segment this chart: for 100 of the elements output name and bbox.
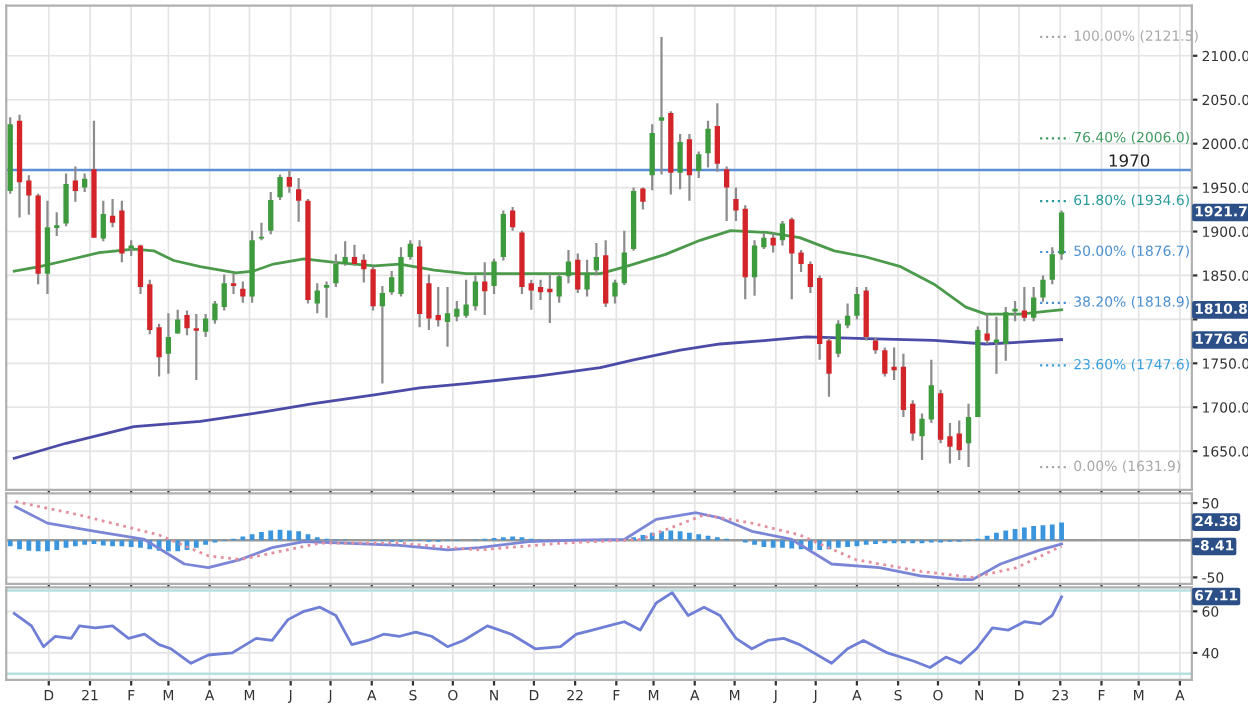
bar [994,532,999,541]
candlestick [54,211,60,238]
bar [817,540,823,550]
ref-line-label: 1970 [1109,154,1150,167]
bar [249,534,255,541]
candlestick [910,399,916,442]
candlestick [723,165,730,223]
candlestick [1049,246,1055,286]
bar [1049,524,1055,541]
bar [138,540,143,548]
bar [687,532,692,541]
bar [128,540,134,547]
bar [677,531,683,541]
candlestick [1040,274,1046,303]
candlestick [956,419,962,462]
candlestick [928,358,934,425]
bar [175,540,181,552]
candlestick [770,232,776,254]
bar [54,540,60,550]
candlestick [277,173,283,201]
bar [26,540,32,551]
bar [761,540,767,547]
candlestick [649,123,655,192]
candlestick [1058,209,1065,261]
bar [780,540,785,548]
candlestick [407,239,413,261]
candlestick [807,260,814,295]
candlestick [500,209,506,262]
bar [668,530,674,541]
candlestick [44,199,51,296]
candlestick [984,313,990,346]
bar [296,531,302,541]
candlestick [798,248,804,274]
line-series [12,591,1063,669]
candlestick [1021,285,1028,323]
candlestick [463,278,469,319]
bar [807,540,813,550]
candlestick [863,285,869,342]
candlestick [389,269,395,296]
candlestick [444,285,451,348]
bar [110,540,115,547]
candlestick [965,402,972,469]
candlestick [342,240,348,267]
candlestick [621,229,627,287]
bar [268,530,274,541]
candlestick [100,199,106,243]
candlestick [547,272,553,325]
candlestick [789,216,795,301]
candlestick [900,352,907,419]
candlestick [528,278,534,311]
candlestick [593,241,600,277]
candlestick [137,243,144,296]
candlestick [686,132,693,202]
candlestick [212,299,218,325]
candlestick [258,221,265,242]
candlestick [751,239,758,297]
candlestick [82,172,88,194]
candlestick [426,273,432,332]
candlestick [230,272,237,296]
candlestick [109,197,116,229]
candlestick [835,319,841,359]
bar [100,540,106,546]
candlestick [612,278,618,305]
bar [835,540,841,548]
candlestick [1031,285,1037,323]
bar [35,540,41,552]
candlestick [202,313,209,339]
candlestick [295,176,302,223]
candlestick [472,274,479,312]
candlestick [854,285,860,321]
candlestick [268,190,274,236]
candlestick [677,132,683,191]
bar [119,540,125,547]
candlestick [491,257,497,296]
candlestick [891,346,897,382]
candlestick [882,346,888,378]
candlestick [556,272,562,304]
candlestick [193,313,199,382]
bar [259,532,264,541]
bar [1031,526,1037,541]
bar [7,540,13,547]
candlestick [221,273,227,312]
candlestick [333,253,339,288]
bar [1021,527,1027,541]
bar [1059,522,1064,541]
bar [72,540,78,547]
candlestick [733,186,739,223]
bar [984,535,990,541]
candlestick [286,168,293,194]
candlestick [184,309,190,337]
line-series [12,229,1063,316]
bar [286,530,292,541]
candlestick [937,388,944,445]
candlestick [165,312,172,375]
candlestick [370,264,376,312]
candlestick [584,258,590,298]
candlestick [658,35,665,176]
candlestick [565,248,572,285]
bar [166,540,171,552]
candlestick [454,299,460,323]
